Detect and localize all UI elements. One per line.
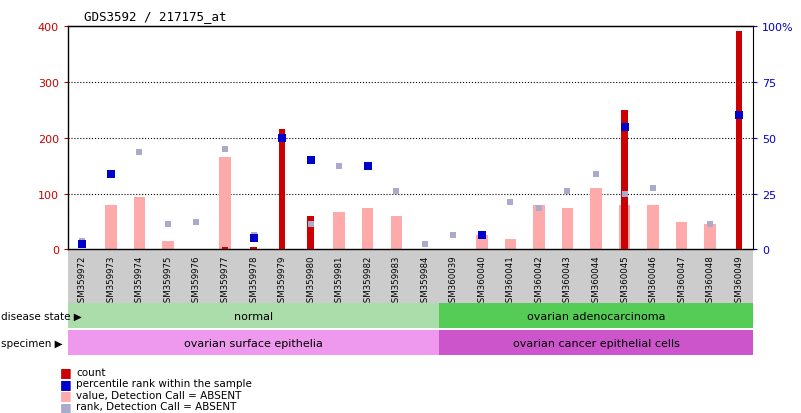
Text: ■: ■ bbox=[60, 377, 72, 390]
Bar bbox=[219, 158, 231, 250]
Bar bbox=[163, 242, 174, 250]
Bar bbox=[362, 208, 373, 250]
Bar bbox=[676, 222, 687, 250]
Bar bbox=[619, 205, 630, 250]
Bar bbox=[134, 198, 145, 250]
Text: ■: ■ bbox=[60, 365, 72, 378]
Text: percentile rank within the sample: percentile rank within the sample bbox=[76, 378, 252, 388]
Text: ■: ■ bbox=[60, 400, 72, 413]
Bar bbox=[562, 208, 574, 250]
Bar bbox=[476, 236, 488, 250]
Text: disease state ▶: disease state ▶ bbox=[1, 311, 82, 321]
Bar bbox=[222, 247, 228, 250]
Text: count: count bbox=[76, 367, 106, 377]
Bar bbox=[505, 240, 516, 250]
Text: ■: ■ bbox=[60, 388, 72, 401]
Text: ovarian surface epithelia: ovarian surface epithelia bbox=[184, 338, 323, 348]
Bar bbox=[251, 247, 256, 250]
Bar bbox=[105, 205, 117, 250]
Bar bbox=[533, 205, 545, 250]
Text: ovarian adenocarcinoma: ovarian adenocarcinoma bbox=[527, 311, 666, 321]
Text: GDS3592 / 217175_at: GDS3592 / 217175_at bbox=[84, 10, 227, 23]
Bar bbox=[279, 130, 285, 250]
Text: value, Detection Call = ABSENT: value, Detection Call = ABSENT bbox=[76, 390, 241, 400]
Bar bbox=[333, 213, 345, 250]
Bar bbox=[704, 225, 716, 250]
Text: ovarian cancer epithelial cells: ovarian cancer epithelial cells bbox=[513, 338, 679, 348]
Bar bbox=[622, 110, 628, 250]
Bar bbox=[308, 216, 314, 250]
Bar bbox=[735, 32, 742, 250]
Text: rank, Detection Call = ABSENT: rank, Detection Call = ABSENT bbox=[76, 401, 236, 411]
Bar bbox=[391, 216, 402, 250]
Text: specimen ▶: specimen ▶ bbox=[1, 338, 62, 348]
Bar bbox=[590, 188, 602, 250]
Bar bbox=[647, 205, 658, 250]
Text: normal: normal bbox=[234, 311, 273, 321]
